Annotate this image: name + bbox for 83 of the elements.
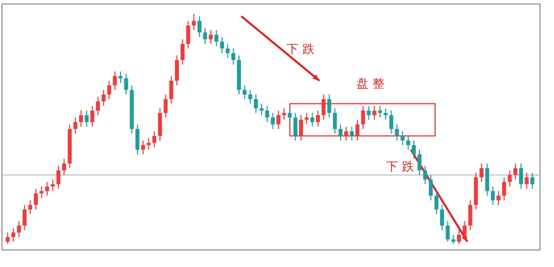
- candlestick: [107, 80, 112, 100]
- candlestick: [508, 170, 512, 187]
- candlestick: [378, 106, 382, 118]
- candlestick: [332, 108, 337, 134]
- candlestick: [135, 124, 140, 155]
- candlestick: [220, 36, 224, 54]
- candlestick: [440, 204, 444, 231]
- candlestick: [400, 130, 405, 146]
- candlestick: [192, 14, 196, 31]
- candlestick: [496, 190, 500, 206]
- candlestick: [90, 106, 94, 128]
- candlestick: [338, 124, 342, 141]
- candlestick: [152, 130, 156, 148]
- candlestick: [490, 186, 495, 206]
- candlestick: [84, 110, 89, 128]
- candlestick: [180, 38, 185, 66]
- candlestick: [293, 112, 298, 141]
- candlestick: [96, 96, 100, 116]
- candlestick: [446, 220, 450, 242]
- candlestick: [389, 110, 394, 134]
- candlestick: [226, 43, 230, 58]
- candlestick: [242, 84, 247, 100]
- candlestick: [457, 230, 461, 244]
- candlestick: [164, 94, 168, 118]
- annotation: 盘 整: [356, 76, 384, 91]
- candlestick: [468, 200, 472, 231]
- candlestick: [406, 135, 410, 150]
- candlestick: [56, 165, 60, 190]
- candlestick: [102, 89, 106, 106]
- candlestick: [524, 172, 529, 190]
- candlestick: [394, 124, 399, 141]
- candlestick: [480, 163, 484, 182]
- candlestick: [355, 119, 360, 141]
- candlestick: [6, 232, 10, 244]
- candlestick: [124, 73, 128, 95]
- candlestick: [231, 48, 236, 66]
- candlestick: [513, 163, 518, 180]
- candlestick: [50, 179, 55, 192]
- candlestick: [158, 108, 162, 141]
- candlestick: [40, 186, 44, 198]
- candlestick: [350, 126, 354, 141]
- candlestick: [434, 190, 438, 215]
- candlestick: [16, 220, 21, 238]
- candlestick: [322, 94, 326, 120]
- candlestick: [299, 114, 304, 141]
- candlestick: [22, 204, 27, 231]
- candlestick: [276, 110, 280, 130]
- candlestick: [141, 140, 146, 155]
- candlestick: [418, 149, 422, 176]
- candlestick: [203, 27, 208, 44]
- candlestick: [34, 188, 38, 210]
- candlestick: [186, 20, 190, 49]
- candlestick: [254, 94, 258, 114]
- candlestick: [428, 174, 433, 201]
- candlestick: [372, 106, 376, 120]
- candlestick: [270, 112, 275, 130]
- candlestick: [62, 158, 66, 176]
- candlestick: [310, 112, 314, 128]
- candlestick: [11, 227, 16, 242]
- candlestick: [214, 30, 218, 47]
- candlestick: [304, 112, 309, 125]
- candlestick: [485, 163, 490, 196]
- candlestick: [361, 106, 366, 130]
- annotation: 下 跌: [286, 42, 315, 56]
- candlestick: [112, 71, 117, 90]
- candlestick: [327, 94, 332, 118]
- annotation: 下 跌: [386, 159, 414, 174]
- candlestick: [79, 110, 83, 128]
- candlestick: [198, 16, 202, 38]
- candlestick: [208, 30, 213, 44]
- candlestick: [530, 172, 534, 190]
- candlestick: [502, 176, 506, 201]
- candlestick: [118, 71, 122, 84]
- candlestick: [423, 165, 428, 185]
- candlestick: [412, 140, 416, 160]
- candlestick: [519, 163, 524, 190]
- candlestick: [174, 54, 179, 86]
- candlestick: [73, 117, 78, 134]
- candlestick: [45, 181, 50, 196]
- candlestick: [344, 126, 348, 141]
- candlestick: [462, 220, 467, 240]
- candlestick: [316, 110, 320, 128]
- candlestick: [265, 106, 270, 123]
